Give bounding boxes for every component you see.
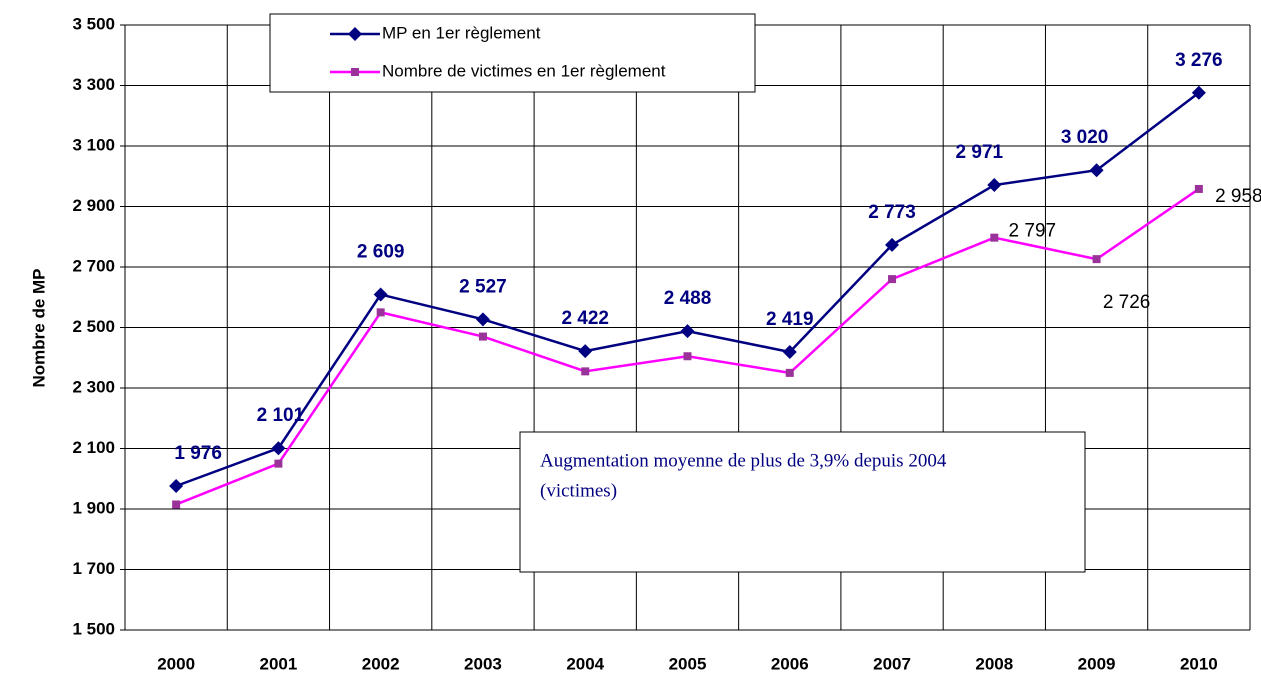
x-tick-label: 2008 [975,654,1013,673]
marker [271,441,286,456]
y-tick-label: 2 700 [72,256,115,275]
y-tick-label: 1 500 [72,619,115,638]
x-tick-label: 2006 [771,654,809,673]
y-tick-label: 2 300 [72,377,115,396]
annotation-box [519,431,1086,573]
marker [885,237,900,252]
marker [1194,184,1203,193]
x-tick-label: 2000 [157,654,195,673]
marker [351,68,359,76]
y-tick-label: 2 500 [72,317,115,336]
data-label: 2 726 [1103,292,1151,313]
marker [785,368,794,377]
marker [169,479,184,494]
marker [172,500,181,509]
y-tick-label: 1 900 [72,498,115,517]
data-label: 2 527 [459,276,507,297]
y-axis-label: Nombre de MP [29,268,48,387]
marker [376,308,385,317]
x-tick-label: 2007 [873,654,911,673]
legend [269,13,756,93]
x-tick-label: 2001 [259,654,297,673]
annotation: (victimes) [540,480,617,501]
marker [987,178,1002,193]
data-label: 3 276 [1175,50,1223,71]
marker [990,233,999,242]
marker [680,324,695,339]
data-label: 2 797 [1009,221,1057,242]
marker [1092,255,1101,264]
marker [581,367,590,376]
y-tick-label: 3 500 [72,14,115,33]
x-tick-label: 2009 [1078,654,1116,673]
y-tick-label: 2 900 [72,196,115,215]
marker [1191,85,1206,100]
marker [578,344,593,359]
data-label: 2 419 [766,309,814,330]
data-label: 1 976 [174,443,222,464]
marker [683,352,692,361]
x-tick-label: 2002 [362,654,400,673]
marker [373,287,388,302]
data-label: 2 101 [257,405,305,426]
marker [348,27,362,41]
y-tick-label: 2 100 [72,438,115,457]
legend-label: Nombre de victimes en 1er règlement [382,61,666,80]
x-tick-label: 2005 [669,654,707,673]
marker [475,312,490,327]
data-label: 3 020 [1061,127,1109,148]
data-label: 2 958 [1215,186,1261,207]
legend-label: MP en 1er règlement [382,23,541,42]
marker [782,345,797,360]
y-tick-label: 3 300 [72,75,115,94]
y-tick-label: 3 100 [72,135,115,154]
marker [274,459,283,468]
y-tick-label: 1 700 [72,559,115,578]
x-tick-label: 2003 [464,654,502,673]
x-tick-label: 2004 [566,654,604,673]
data-label: 2 609 [357,242,405,263]
x-tick-label: 2010 [1180,654,1218,673]
marker [1089,163,1104,178]
marker [478,332,487,341]
data-label: 2 773 [868,202,916,223]
data-label: 2 488 [664,288,712,309]
data-label: 2 971 [956,142,1004,163]
data-label: 2 422 [561,308,609,329]
marker [888,275,897,284]
annotation: Augmentation moyenne de plus de 3,9% dep… [540,450,947,471]
